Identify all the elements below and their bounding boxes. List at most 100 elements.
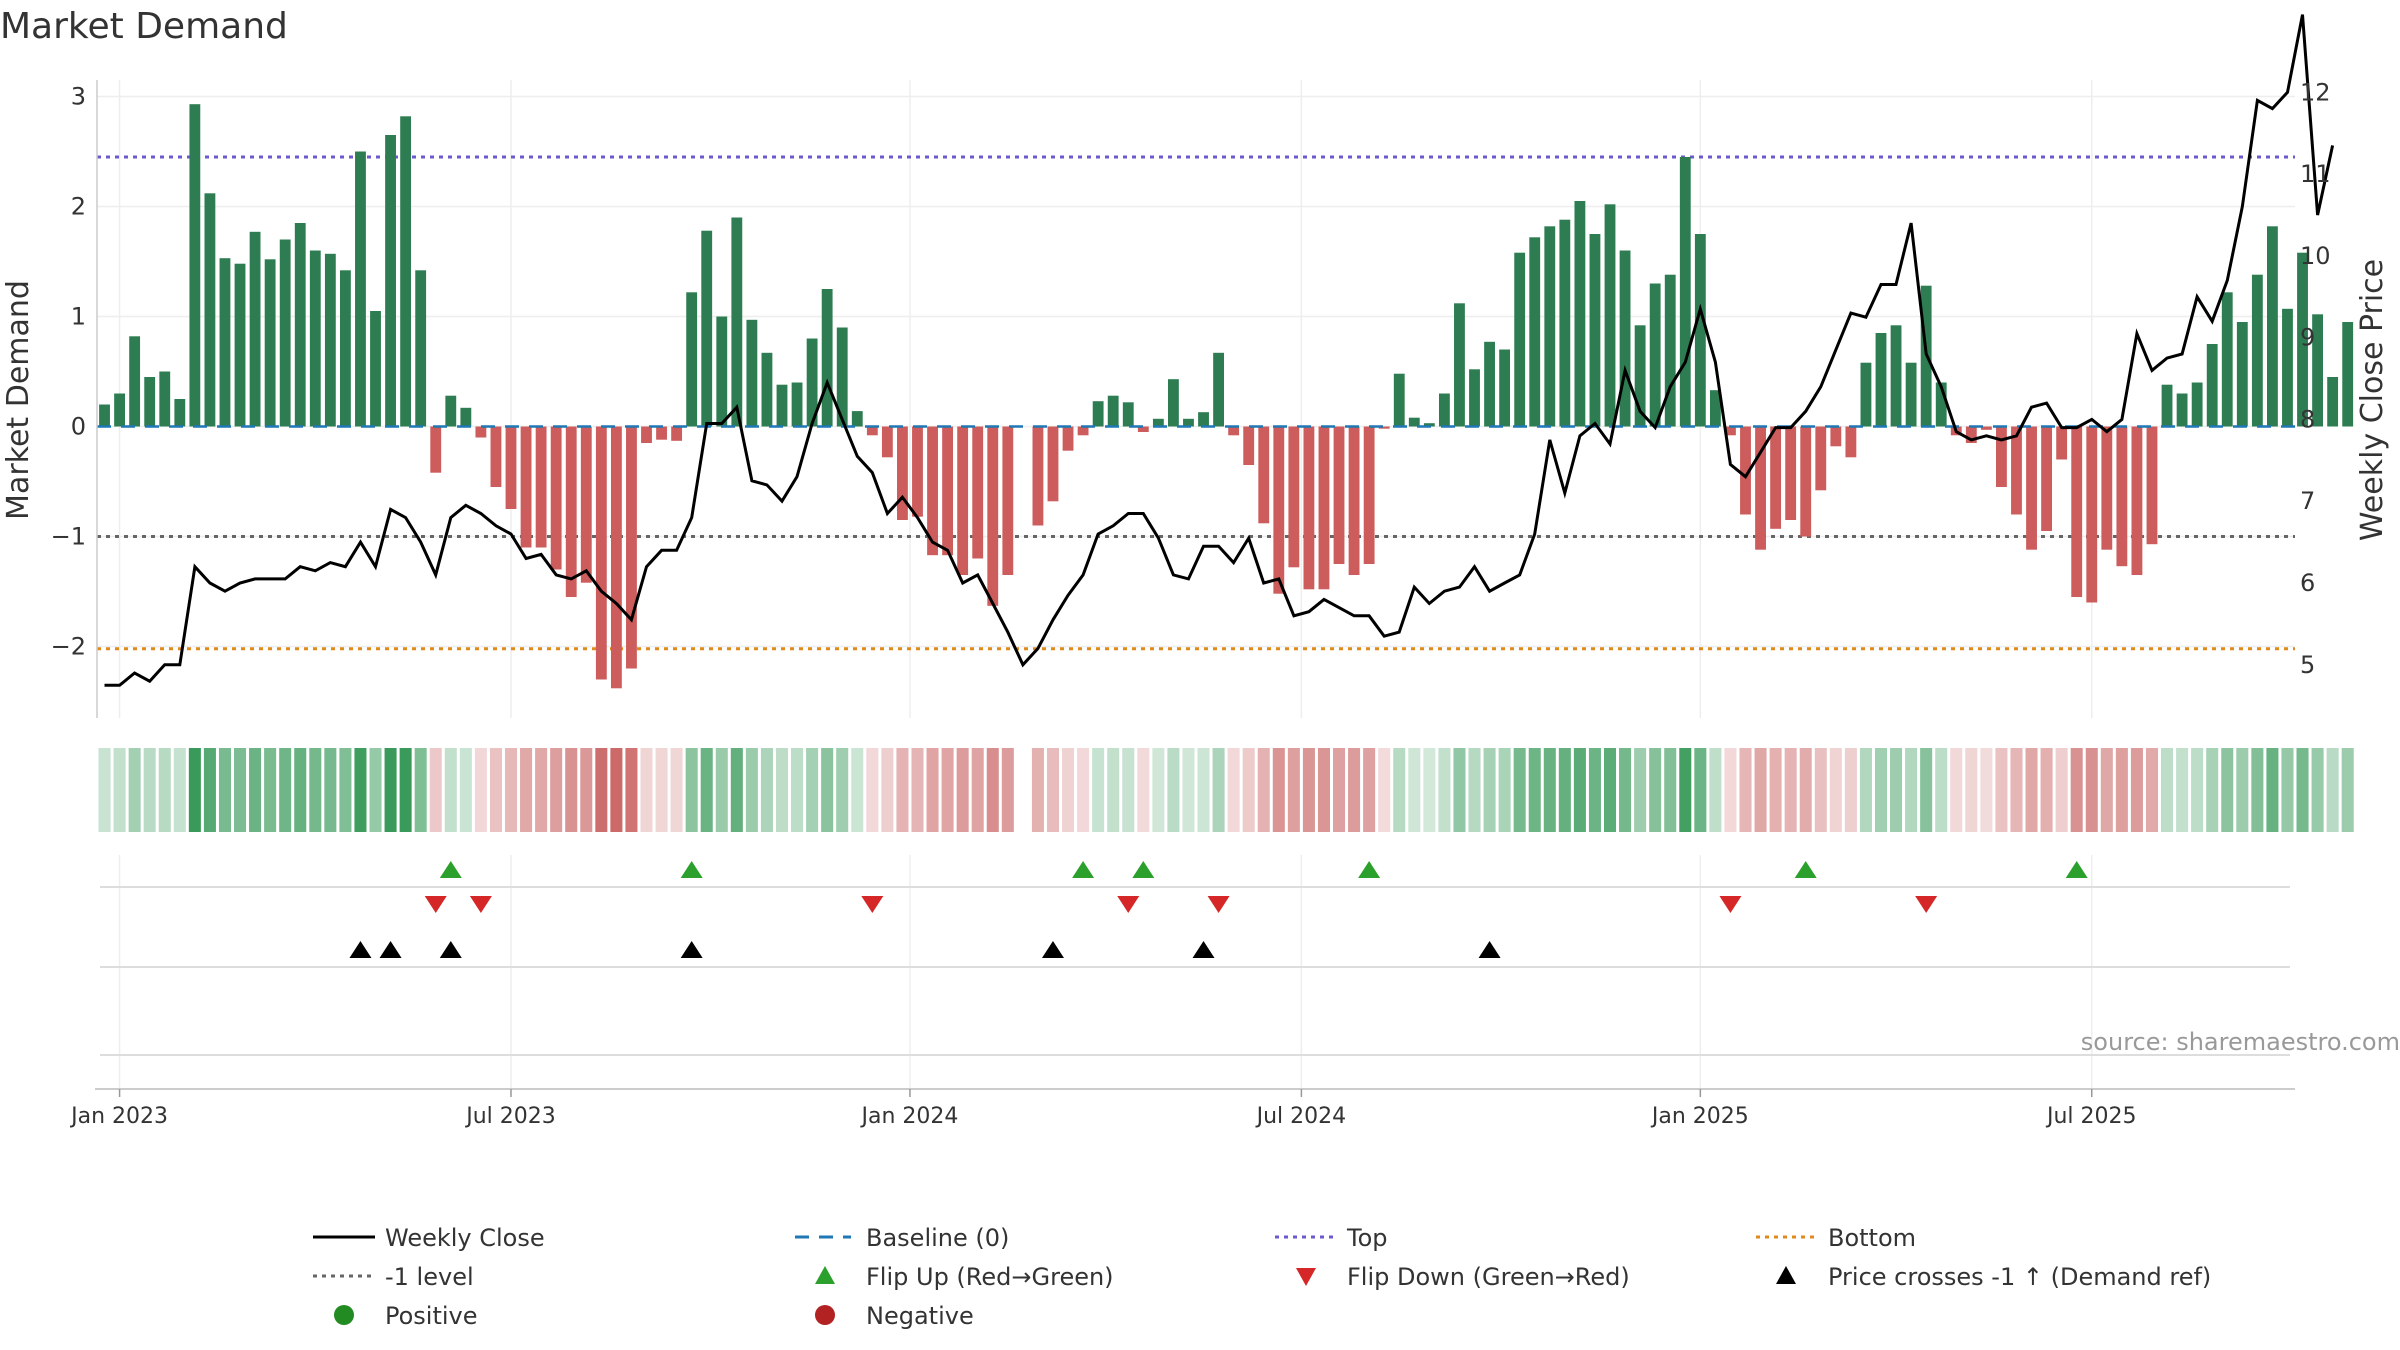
heat-cell bbox=[2221, 748, 2234, 832]
heat-cell bbox=[745, 748, 758, 832]
legend-top: Top bbox=[1275, 1224, 1388, 1252]
demand-bar bbox=[189, 104, 201, 427]
heat-cell bbox=[1739, 748, 1752, 832]
demand-bar bbox=[1544, 226, 1556, 427]
demand-bar bbox=[1032, 426, 1044, 526]
heat-cell bbox=[821, 748, 834, 832]
flip-down-marker bbox=[1719, 896, 1742, 913]
heat-cell bbox=[1920, 748, 1933, 832]
heat-cell bbox=[1573, 748, 1586, 832]
heat-cell bbox=[2341, 748, 2354, 832]
y2-tick-label: 9 bbox=[2300, 324, 2315, 352]
heat-cell bbox=[1603, 748, 1617, 832]
demand-bar bbox=[2131, 426, 2143, 575]
demand-bar bbox=[129, 336, 141, 427]
heat-cell bbox=[655, 748, 668, 832]
demand-bar bbox=[1408, 417, 1420, 427]
price-cross-marker bbox=[439, 941, 462, 958]
demand-bar bbox=[1454, 303, 1465, 427]
y2-tick-label: 10 bbox=[2300, 242, 2331, 270]
demand-bar bbox=[2266, 226, 2278, 427]
demand-bar bbox=[2026, 426, 2037, 550]
y2-tick-label: 6 bbox=[2300, 569, 2315, 597]
heat-cell bbox=[625, 748, 638, 832]
flip-up-marker bbox=[1072, 861, 1095, 878]
x-tick-label: Jan 2025 bbox=[1650, 1104, 1749, 1129]
flip-down-marker bbox=[1915, 896, 1938, 913]
demand-bar bbox=[1348, 426, 1360, 575]
heat-cell bbox=[595, 748, 608, 832]
demand-bar bbox=[460, 407, 472, 427]
demand-bar bbox=[1634, 325, 1646, 427]
heat-cell bbox=[444, 748, 457, 832]
demand-bar bbox=[927, 426, 938, 556]
y2-tick-label: 12 bbox=[2300, 78, 2331, 106]
heat-cell bbox=[1363, 748, 1376, 832]
heat-cell bbox=[1543, 748, 1556, 832]
demand-bar bbox=[234, 263, 246, 427]
heat-cell bbox=[1905, 748, 1918, 832]
heat-cell bbox=[1242, 748, 1255, 832]
price-cross-marker bbox=[1041, 941, 1064, 958]
demand-bar bbox=[1574, 201, 1586, 427]
heat-cell bbox=[610, 748, 623, 832]
heat-cell bbox=[866, 748, 879, 832]
demand-bar bbox=[1559, 219, 1571, 427]
heat-cell bbox=[354, 748, 367, 832]
demand-bars bbox=[99, 104, 2354, 689]
demand-bar bbox=[1213, 352, 1225, 427]
demand-bar bbox=[2312, 314, 2324, 427]
heat-cell bbox=[730, 748, 743, 832]
heat-cell bbox=[775, 748, 789, 832]
demand-bar bbox=[2071, 426, 2083, 597]
heat-cell bbox=[2100, 748, 2113, 832]
demand-bar bbox=[1183, 418, 1194, 427]
demand-bar bbox=[866, 426, 878, 436]
legend-negative: Negative bbox=[815, 1302, 974, 1330]
flip-down-marker bbox=[861, 896, 884, 913]
demand-bar bbox=[1318, 426, 1330, 590]
heat-cell bbox=[249, 748, 262, 832]
demand-bar bbox=[520, 426, 532, 548]
heat-cell bbox=[1980, 748, 1993, 832]
svg-text:Positive: Positive bbox=[385, 1302, 478, 1330]
demand-bar bbox=[1047, 426, 1059, 502]
heat-cell bbox=[580, 748, 593, 832]
y-tick-label: 2 bbox=[71, 193, 86, 221]
demand-bar bbox=[249, 231, 261, 427]
heat-cell bbox=[911, 748, 924, 832]
heat-cell bbox=[2296, 748, 2309, 832]
y-tick-label: −2 bbox=[51, 633, 86, 661]
heat-cell bbox=[565, 748, 578, 832]
heat-cell bbox=[2130, 748, 2143, 832]
heat-cell bbox=[1874, 748, 1888, 832]
demand-bar bbox=[505, 426, 517, 509]
heat-cell bbox=[1152, 748, 1165, 832]
demand-bar bbox=[1002, 426, 1014, 575]
demand-bar bbox=[1529, 237, 1541, 427]
heat-cell bbox=[1333, 748, 1346, 832]
demand-bar bbox=[626, 426, 637, 669]
demand-bar bbox=[1875, 333, 1887, 427]
y-tick-label: −1 bbox=[51, 523, 86, 551]
heat-cell bbox=[1995, 748, 2008, 832]
flip-down-marker bbox=[424, 896, 447, 913]
demand-bar bbox=[1363, 426, 1375, 564]
flip-up-marker bbox=[1794, 861, 1817, 878]
heat-cell bbox=[2236, 748, 2249, 832]
y-axis-label: Market Demand bbox=[1, 280, 36, 520]
demand-bar bbox=[1438, 393, 1450, 427]
heat-cell bbox=[1558, 748, 1571, 832]
demand-bar bbox=[204, 193, 216, 427]
demand-bar bbox=[836, 327, 848, 427]
x-tick-label: Jan 2024 bbox=[860, 1104, 959, 1129]
heat-cell bbox=[1423, 748, 1436, 832]
demand-bar bbox=[279, 239, 291, 427]
heat-cell bbox=[1935, 748, 1948, 832]
demand-bar bbox=[535, 426, 547, 548]
demand-bar bbox=[1679, 157, 1691, 427]
heat-cell bbox=[2010, 748, 2023, 832]
demand-bar bbox=[2086, 426, 2098, 603]
heat-cell bbox=[1528, 748, 1541, 832]
heat-cell bbox=[2055, 748, 2068, 832]
